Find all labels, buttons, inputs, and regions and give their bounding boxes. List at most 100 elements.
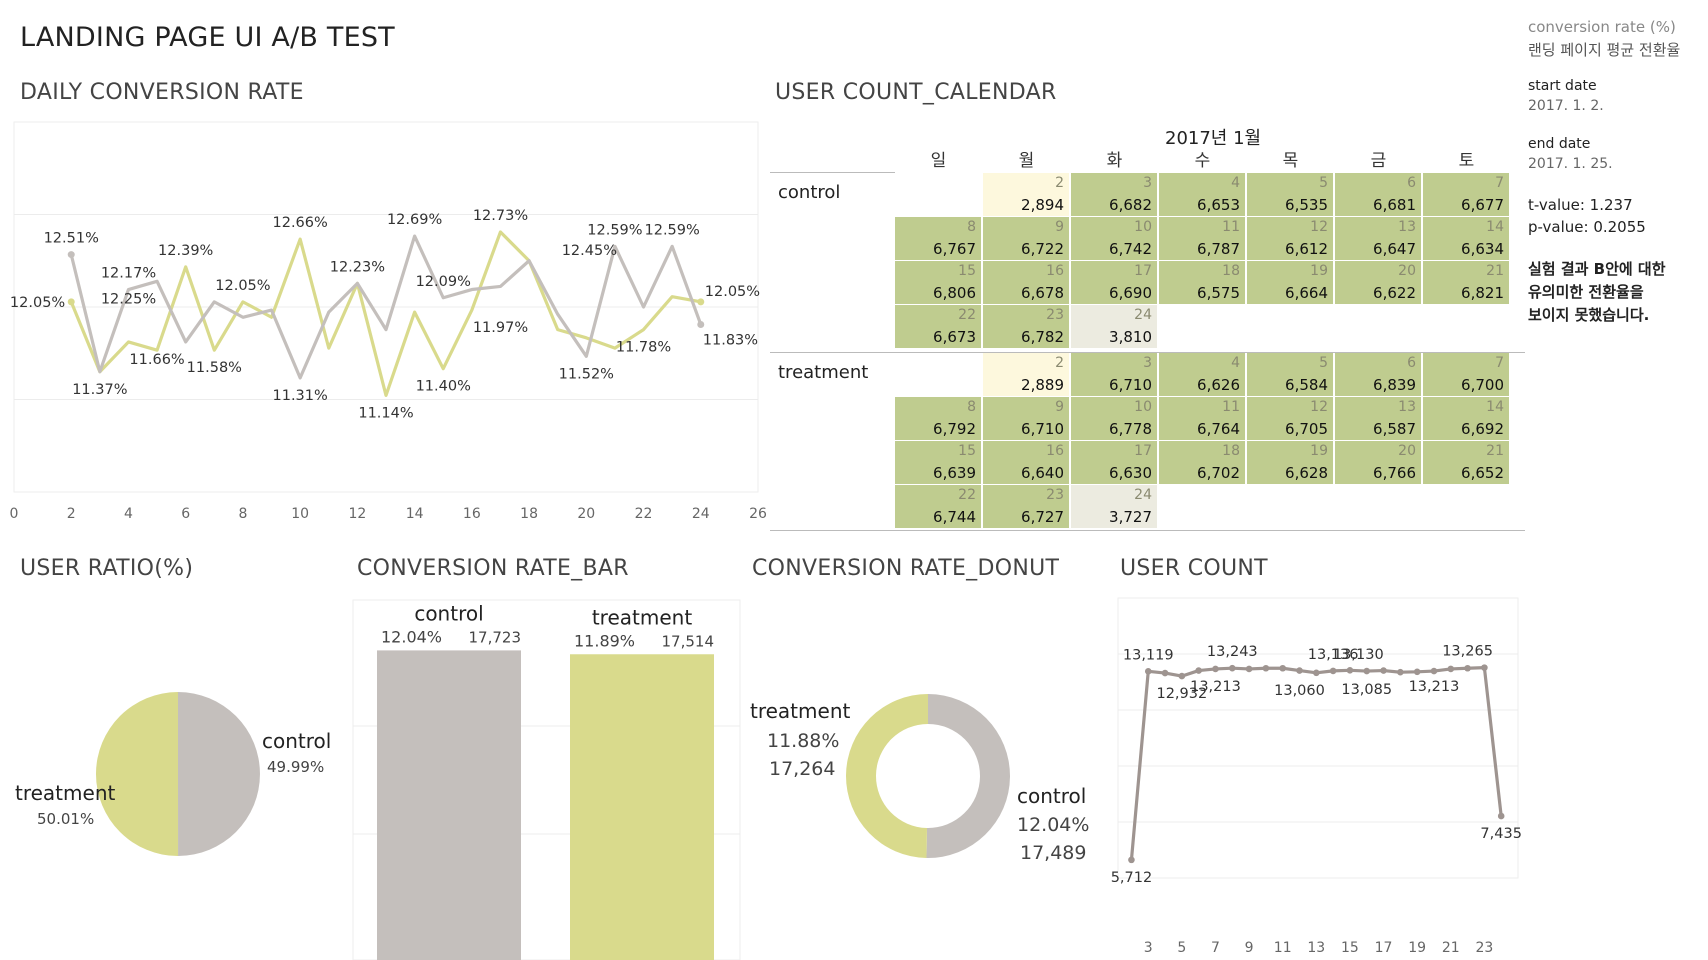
data-label: 13,213 (1190, 679, 1241, 695)
calendar-cell[interactable]: 19 6,664 (1247, 261, 1333, 304)
calendar-cell[interactable]: 7 6,700 (1423, 353, 1509, 396)
calendar-cell[interactable]: 20 6,766 (1335, 441, 1421, 484)
treatment-count-label: 17,514 (662, 632, 715, 650)
data-label: 12.59% (645, 222, 700, 238)
day-number: 7 (1495, 175, 1504, 191)
calendar-cell[interactable]: 5 6,535 (1247, 173, 1333, 216)
user-count-value: 6,700 (1461, 376, 1504, 394)
metric-title[interactable]: conversion rate (%) (1528, 18, 1676, 36)
calendar-cell[interactable]: 17 6,690 (1071, 261, 1157, 304)
calendar-cell[interactable]: 21 6,652 (1423, 441, 1509, 484)
calendar-cell[interactable]: 9 6,722 (983, 217, 1069, 260)
calendar-cell[interactable]: 12 6,612 (1247, 217, 1333, 260)
day-number: 22 (958, 307, 976, 323)
calendar-cell[interactable]: 8 6,767 (895, 217, 981, 260)
data-label: 13,085 (1341, 682, 1392, 698)
day-number: 8 (967, 399, 976, 415)
user-ratio-pie[interactable]: control 49.99% treatment 50.01% (0, 590, 350, 960)
group-divider (770, 352, 1525, 353)
calendar-cell[interactable]: 10 6,742 (1071, 217, 1157, 260)
user-count-value: 3,727 (1109, 508, 1152, 526)
end-date-value: 2017. 1. 25. (1528, 156, 1613, 172)
calendar-cell[interactable]: 19 6,628 (1247, 441, 1333, 484)
day-number: 3 (1143, 175, 1152, 191)
start-date-value: 2017. 1. 2. (1528, 98, 1604, 114)
calendar-section-title: USER COUNT_CALENDAR (775, 80, 1057, 105)
user-count-value: 6,722 (1021, 240, 1064, 258)
calendar-cell[interactable]: 18 6,575 (1159, 261, 1245, 304)
calendar-cell[interactable]: 14 6,692 (1423, 397, 1509, 440)
calendar-cell[interactable]: 6 6,839 (1335, 353, 1421, 396)
data-label: 13,060 (1274, 683, 1325, 699)
day-number: 4 (1231, 355, 1240, 371)
user-count-value: 6,744 (933, 508, 976, 526)
calendar-cell[interactable]: 17 6,630 (1071, 441, 1157, 484)
x-tick-label: 17 (1375, 940, 1393, 956)
calendar-cell[interactable]: 22 6,744 (895, 485, 981, 528)
calendar-cell[interactable]: 9 6,710 (983, 397, 1069, 440)
treatment-point (67, 298, 75, 306)
calendar-cell[interactable]: 16 6,640 (983, 441, 1069, 484)
user-count-chart[interactable]: 3 5 7 9 11 13 15 17 19 21 235,71213,11912,93213,21… (1100, 590, 1530, 960)
user-count-value: 6,612 (1285, 240, 1328, 258)
calendar-cell[interactable]: 24 3,810 (1071, 305, 1157, 348)
x-tick-label: 22 (635, 506, 653, 522)
calendar-cell[interactable]: 13 6,587 (1335, 397, 1421, 440)
calendar-cell[interactable]: 18 6,702 (1159, 441, 1245, 484)
calendar-cell[interactable]: 16 6,678 (983, 261, 1069, 304)
calendar-cell[interactable]: 2 2,894 (983, 173, 1069, 216)
data-label: 11.40% (416, 379, 471, 395)
day-number: 5 (1319, 355, 1328, 371)
calendar-cell[interactable]: 6 6,681 (1335, 173, 1421, 216)
calendar-cell[interactable]: 11 6,764 (1159, 397, 1245, 440)
conversion-rate-bar-chart[interactable]: control 12.04% 17,723 treatment 11.89% 17,514 (350, 590, 750, 960)
calendar-cell[interactable]: 7 6,677 (1423, 173, 1509, 216)
calendar-cell[interactable]: 2 2,889 (983, 353, 1069, 396)
calendar-cell[interactable]: 12 6,705 (1247, 397, 1333, 440)
control-count-label: 17,723 (469, 628, 522, 646)
calendar-cell[interactable]: 20 6,622 (1335, 261, 1421, 304)
calendar-cell[interactable]: 15 6,639 (895, 441, 981, 484)
calendar-cell[interactable]: 10 6,778 (1071, 397, 1157, 440)
calendar-cell[interactable]: 8 6,792 (895, 397, 981, 440)
calendar-cell[interactable]: 4 6,653 (1159, 173, 1245, 216)
conversion-rate-donut[interactable]: treatment 11.88% 17,264 control 12.04% 17,489 (745, 590, 1115, 960)
control-rate: 12.04% (1017, 814, 1089, 836)
data-label: 11.78% (616, 340, 671, 356)
calendar-cell[interactable]: 3 6,682 (1071, 173, 1157, 216)
calendar-cell[interactable]: 15 6,806 (895, 261, 981, 304)
control-slice (178, 692, 260, 856)
treatment-bar (570, 654, 714, 960)
user-count-value: 6,787 (1197, 240, 1240, 258)
user-count-point (1178, 672, 1186, 680)
user-count-point (1430, 667, 1438, 675)
user-count-value: 6,705 (1285, 420, 1328, 438)
data-label: 12.05% (705, 284, 760, 300)
user-count-point (1447, 665, 1455, 673)
data-label: 12.69% (387, 212, 442, 228)
day-number: 18 (1222, 263, 1240, 279)
calendar-cell[interactable]: 3 6,710 (1071, 353, 1157, 396)
calendar-cell[interactable]: 23 6,727 (983, 485, 1069, 528)
calendar-cell[interactable]: 11 6,787 (1159, 217, 1245, 260)
calendar-cell[interactable]: 24 3,727 (1071, 485, 1157, 528)
user-count-value: 6,782 (1021, 328, 1064, 346)
donut-section-title: CONVERSION RATE_DONUT (752, 556, 1060, 581)
calendar-cell[interactable]: 23 6,782 (983, 305, 1069, 348)
day-number: 10 (1134, 219, 1152, 235)
x-tick-label: 10 (291, 506, 309, 522)
control-line (69, 234, 703, 380)
calendar-cell[interactable]: 4 6,626 (1159, 353, 1245, 396)
calendar-cell[interactable]: 22 6,673 (895, 305, 981, 348)
x-tick-label: 20 (577, 506, 595, 522)
treatment-bar-label: treatment (592, 605, 692, 629)
daily-section-title: DAILY CONVERSION RATE (20, 80, 304, 105)
calendar-cell[interactable]: 21 6,821 (1423, 261, 1509, 304)
calendar-cell[interactable]: 13 6,647 (1335, 217, 1421, 260)
day-number: 3 (1143, 355, 1152, 371)
calendar-cell[interactable]: 5 6,584 (1247, 353, 1333, 396)
data-label: 12.73% (473, 208, 528, 224)
calendar-cell[interactable]: 14 6,634 (1423, 217, 1509, 260)
user-count-point (1228, 664, 1236, 672)
daily-conversion-chart[interactable]: 0 2 4 6 8 10 12 14 16 18 20 22 24 2612.51%12.05%11.37… (0, 110, 770, 540)
